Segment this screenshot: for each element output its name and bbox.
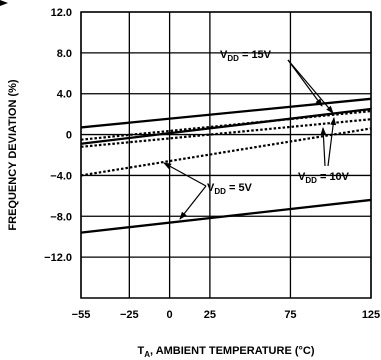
annotation-vdd-5v: VDD = 5V <box>207 182 253 196</box>
series-line-6-dotted <box>80 127 372 177</box>
y-tick-label: 4.0 <box>57 89 72 101</box>
annotation-vdd-15v: VDD = 15V <box>220 49 272 63</box>
y-tick-label: 12.0 <box>51 7 72 19</box>
annotation-leader-arrow <box>179 185 207 220</box>
y-tick-label: 8.0 <box>57 48 72 60</box>
series-line-5-dotted <box>80 118 372 148</box>
y-tick-label: 0 <box>66 130 72 142</box>
x-tick-label: −25 <box>120 309 139 321</box>
x-axis-title: TA, AMBIENT TEMPERATURE (°C) <box>137 345 314 359</box>
y-tick-label: −12.0 <box>44 252 72 264</box>
x-tick-label: 25 <box>204 309 216 321</box>
x-tick-label: −55 <box>72 309 91 321</box>
series-line-4-dotted <box>80 109 372 141</box>
y-axis-title: FREQUENCY DEVIATION (%) <box>7 79 19 230</box>
y-tick-label: −4.0 <box>50 170 72 182</box>
annotation-leader-arrow <box>327 117 337 167</box>
x-tick-label: 75 <box>284 309 296 321</box>
annotation-vdd-10v: VDD = 10V <box>298 171 350 185</box>
series-line-1-solid <box>80 97 372 129</box>
annotation-leader-arrow <box>287 59 334 114</box>
annotation-leader-arrow <box>287 59 323 107</box>
plot-frame <box>80 11 372 299</box>
annotation-leader-arrow <box>320 127 327 167</box>
x-tick-label: 0 <box>167 309 173 321</box>
x-tick-label: 125 <box>362 309 380 321</box>
annotation-leader-arrow <box>163 162 207 187</box>
series-line-3-solid <box>80 198 372 234</box>
y-tick-label: −8.0 <box>50 211 72 223</box>
